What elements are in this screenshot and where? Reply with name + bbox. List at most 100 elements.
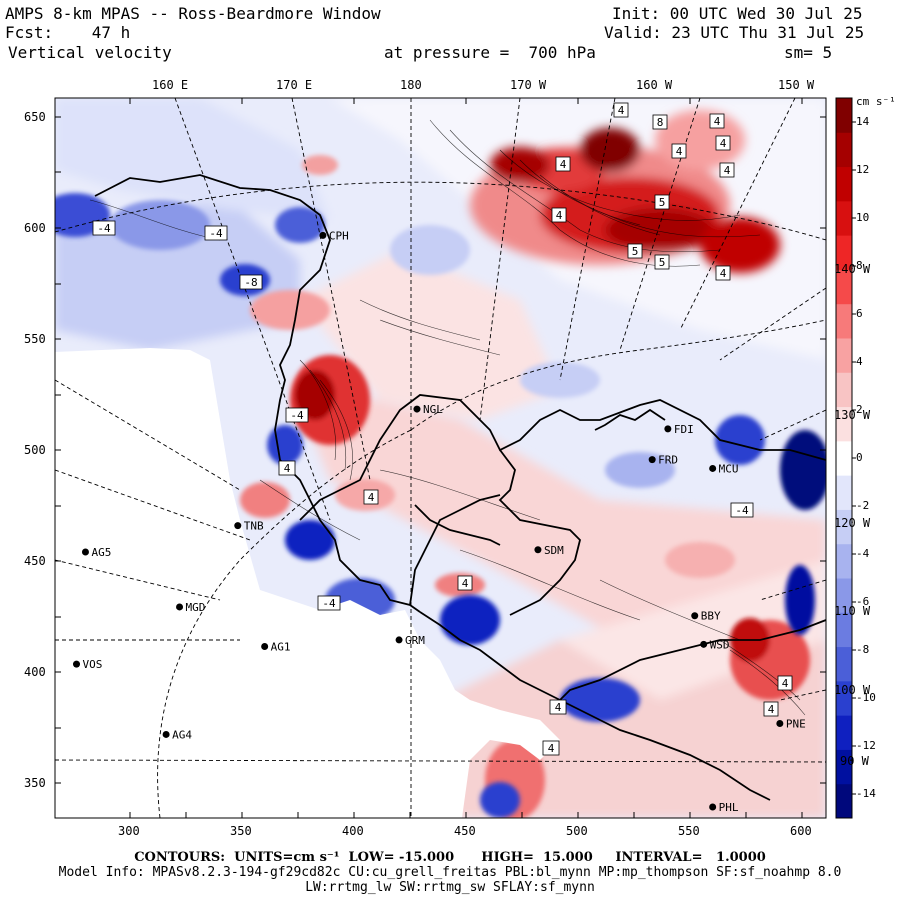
svg-text:4: 4 [768,703,775,716]
colorbar-label: 8 [856,259,863,272]
colorbar-swatch [836,543,852,579]
colorbar-label: 14 [856,115,870,128]
contour-label-4-l: 4 [715,265,731,281]
contour-label-4-n: 4 [457,575,473,591]
station-dot-wsd [700,640,708,648]
colorbar-swatch [836,269,852,305]
lon-90w: 90 W [840,754,869,768]
colorbar-swatch [836,749,852,785]
contour-label-4-g: 4 [719,162,735,178]
lon-170w: 170 W [510,78,547,92]
model-info: Model Info: MPASv8.2.3-194-gf29cd82c CU:… [58,865,842,880]
lon-130w: 130 W [834,408,871,422]
station-label-tnb: TNB [244,520,264,533]
y-tick-500: 500 [24,443,46,457]
colorbar-swatch [836,235,852,270]
svg-text:4: 4 [555,701,562,714]
colorbar-swatch [836,166,852,202]
field-name: Vertical velocity [8,43,172,62]
station-label-fdi: FDI [674,423,694,436]
colorbar-label: -2 [856,499,870,512]
station-dot-fdi [664,425,672,433]
station-label-vos: VOS [83,658,103,671]
y-tick-550: 550 [24,332,46,346]
contour-label-4-i: 4 [551,207,567,223]
colorbar-label: 2 [856,403,863,416]
y-tick-400: 400 [24,665,46,679]
station-label-sdm: SDM [544,544,564,557]
station-dot-mcu [709,464,717,472]
station-markers: MDCAG5MGDVOSAG1AG4TNBCPHNGLSDMGRMFDIFRDM… [73,229,806,814]
y-tick-450: 450 [24,554,46,568]
contour-label-neg4-a: -4 [92,220,116,236]
svg-text:8: 8 [657,116,664,129]
station-label-pne: PNE [786,717,806,730]
y-tick-650: 650 [24,110,46,124]
station-label-bby: BBY [701,610,721,623]
contour-label-4-f: 4 [555,156,571,172]
svg-text:4: 4 [284,462,291,475]
x-tick-300: 300 [118,824,140,838]
contour-label-4-b: 8 [652,114,668,130]
contour-label-4-o: 4 [777,675,793,691]
contour-label-4-p: 4 [763,701,779,717]
colorbar-label: 12 [856,163,870,176]
station-label-mcu: MCU [719,462,739,475]
svg-text:4: 4 [714,115,721,128]
station-dot-ag1 [261,643,269,651]
map-title: AMPS 8-km MPAS -- Ross-Beardmore Window [5,4,381,23]
station-label-frd: FRD [658,454,678,467]
svg-text:4: 4 [676,145,683,158]
contour-label-4-j: 5 [627,243,643,259]
contours-info: CONTOURS: UNITS=cm s⁻¹ LOW= -15.000 HIGH… [134,850,766,865]
field-layer: 4 8 4 4 4 4 4 5 4 5 5 4 4 4 4 4 -4 -4 -8… [55,98,826,818]
station-dot-cph [319,231,327,239]
colorbar-swatch [836,406,852,442]
lon-120w: 120 W [834,516,871,530]
contour-label-4-k: 5 [654,254,670,270]
svg-text:-4: -4 [735,504,749,517]
colorbar-swatch [836,646,852,682]
station-label-phl: PHL [719,801,739,814]
svg-text:-4: -4 [97,222,111,235]
colorbar-label: -6 [856,595,870,608]
colorbar-swatch [836,132,852,168]
station-dot-sdm [534,546,542,554]
lon-180: 180 [400,78,422,92]
colorbar-label: -14 [856,787,876,800]
lon-160w: 160 W [636,78,673,92]
station-dot-pne [776,719,784,727]
station-dot-mgd [176,603,184,611]
station-dot-phl [709,803,717,811]
svg-text:5: 5 [632,245,639,258]
contour-label-4-e: 4 [715,135,731,151]
station-label-ngl: NGL [423,403,443,416]
x-tick-450: 450 [454,824,476,838]
contour-label-neg4-b: -4 [204,225,228,241]
lon-140w: 140 W [834,262,871,276]
colorbar-swatch [836,715,852,750]
svg-text:4: 4 [462,577,469,590]
contour-label-4-c: 4 [709,113,725,129]
valid-time: Valid: 23 UTC Thu 31 Jul 25 [604,23,865,42]
svg-text:-4: -4 [290,409,304,422]
svg-text:4: 4 [556,209,563,222]
contour-label-neg4-i: 4 [542,740,560,756]
station-dot-vos [73,660,81,668]
svg-text:4: 4 [782,677,789,690]
lon-150w: 150 W [778,78,815,92]
svg-text:4: 4 [548,742,555,755]
colorbar-swatch [836,509,852,545]
colorbar-label: 10 [856,211,870,224]
contour-label-4-a: 4 [613,102,629,118]
station-label-grm: GRM [405,634,425,647]
contour-label-4-d: 4 [671,143,687,159]
svg-text:-4: -4 [209,227,223,240]
colorbar-label: -8 [856,643,870,656]
init-time: Init: 00 UTC Wed 30 Jul 25 [612,4,863,23]
colorbar-swatch [836,612,852,648]
colorbar-swatch [836,372,852,408]
svg-text:4: 4 [724,164,731,177]
station-label-ag1: AG1 [271,641,291,654]
